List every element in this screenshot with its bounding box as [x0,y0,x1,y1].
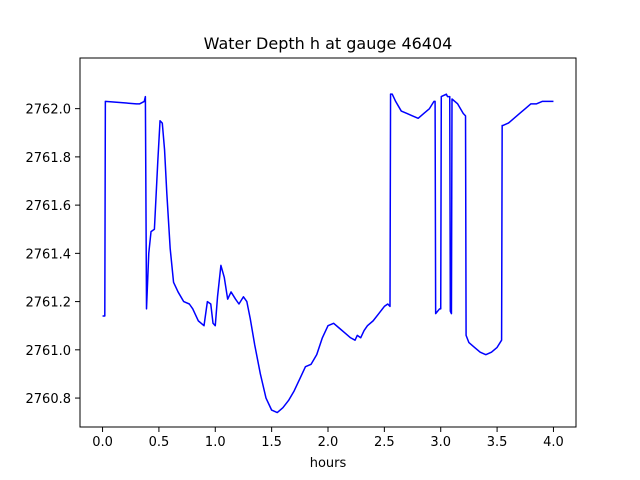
x-tick-label: 2.0 [318,435,339,450]
y-tick-label: 2761.8 [26,151,72,166]
x-tick-label: 3.5 [487,435,508,450]
chart-title: Water Depth h at gauge 46404 [204,34,453,53]
x-tick-label: 2.5 [374,435,395,450]
x-tick-label: 0.0 [92,435,113,450]
y-tick-label: 2761.4 [26,247,72,262]
x-axis-ticks: 0.0 0.5 1.0 1.5 2.0 2.5 3.0 3.5 4.0 [92,427,564,450]
y-tick-label: 2761.0 [26,344,72,359]
y-tick-label: 2762.0 [26,103,72,118]
y-axis-ticks: 2760.8 2761.0 2761.2 2761.4 2761.6 2761.8 2762… [26,103,80,407]
x-tick-label: 4.0 [543,435,564,450]
x-tick-label: 1.0 [205,435,226,450]
y-tick-label: 2761.2 [26,296,72,311]
x-tick-label: 0.5 [149,435,170,450]
x-axis-label: hours [310,456,347,471]
plot-frame [79,57,577,428]
series-line-0 [102,93,554,414]
y-tick-label: 2760.8 [26,392,72,407]
x-tick-label: 1.5 [261,435,282,450]
x-tick-label: 3.0 [430,435,451,450]
plot-area [102,93,554,414]
y-tick-label: 2761.6 [26,199,72,214]
